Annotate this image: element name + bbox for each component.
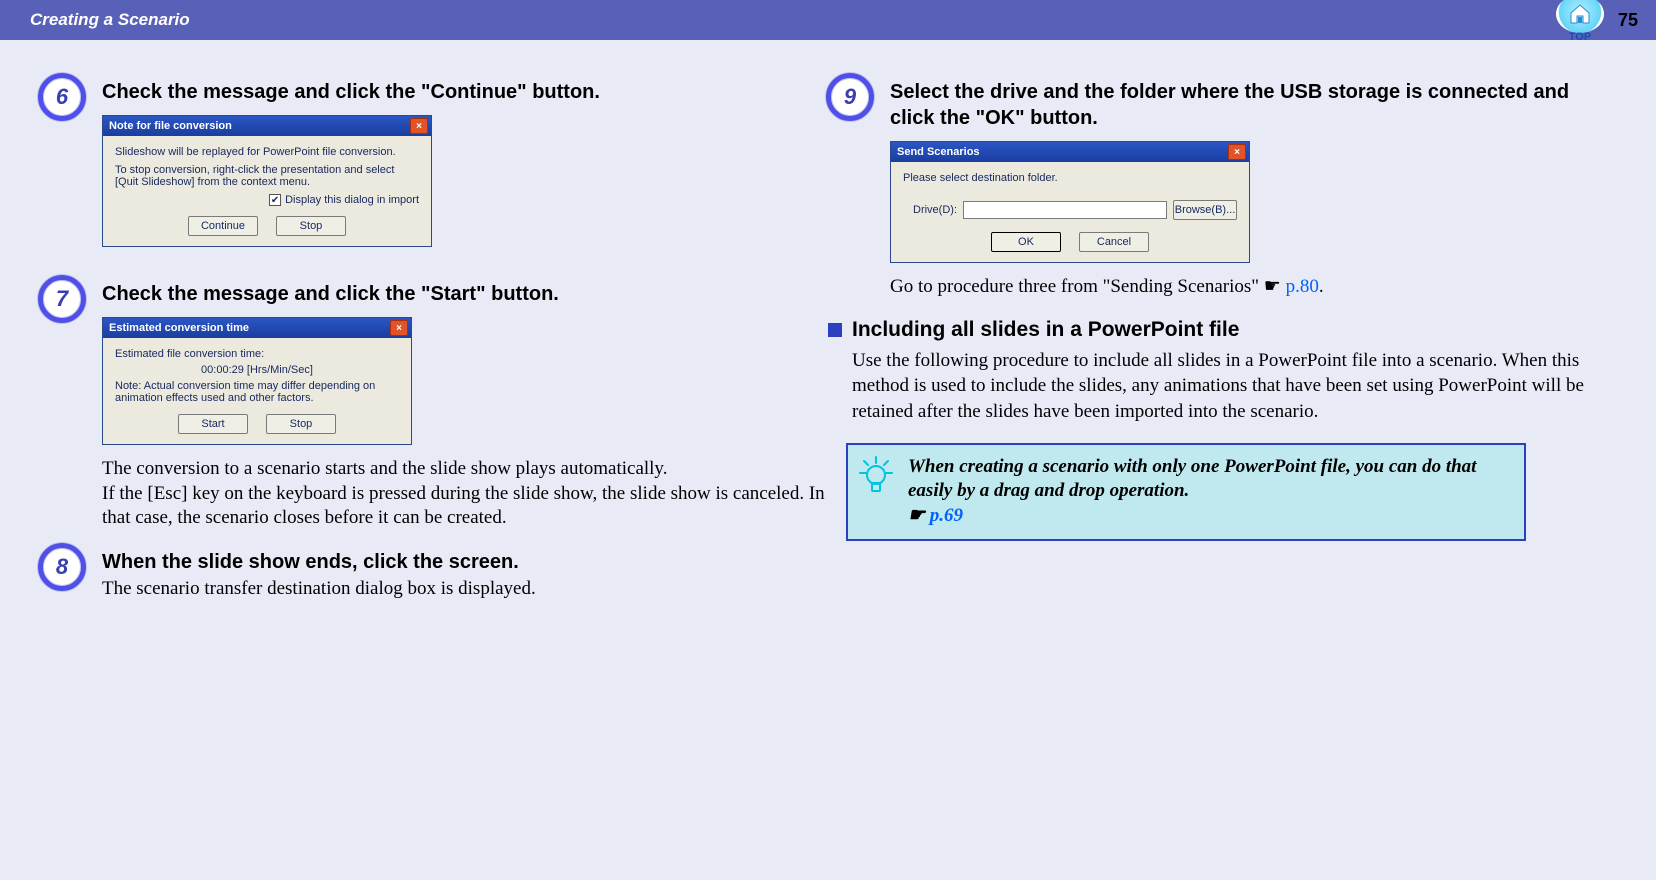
dialog-text: Note: Actual conversion time may differ … — [115, 380, 399, 392]
step-7: 7 Check the message and click the "Start… — [40, 277, 828, 531]
header-title: Creating a Scenario — [30, 10, 190, 30]
step-badge-8: 8 — [40, 545, 84, 589]
dialog-send-scenarios: Send Scenarios × Please select destinati… — [890, 141, 1250, 263]
page-header: Creating a Scenario — [0, 0, 1656, 40]
content: 6 Check the message and click the "Conti… — [0, 40, 1656, 880]
page-ref-link[interactable]: p.69 — [930, 505, 963, 526]
browse-button[interactable]: Browse(B)... — [1173, 200, 1237, 220]
dialog-title: Send Scenarios — [897, 146, 980, 158]
checkbox-label: Display this dialog in import — [285, 194, 419, 206]
close-icon[interactable]: × — [410, 118, 428, 134]
dialog-text: Estimated file conversion time: — [115, 348, 399, 360]
page-ref-link[interactable]: p.80 — [1286, 276, 1319, 297]
step-6: 6 Check the message and click the "Conti… — [40, 75, 828, 259]
dialog-text: 00:00:29 [Hrs/Min/Sec] — [115, 364, 399, 376]
step-9: 9 Select the drive and the folder where … — [828, 75, 1616, 300]
dialog-title: Estimated conversion time — [109, 322, 249, 334]
step-badge-7: 7 — [40, 277, 84, 321]
step-7-text-b: If the [Esc] key on the keyboard is pres… — [102, 482, 828, 531]
right-column: 9 Select the drive and the folder where … — [828, 75, 1616, 870]
step-9-title: Select the drive and the folder where th… — [890, 79, 1616, 131]
dialog-text: [Quit Slideshow] from the context menu. — [115, 176, 419, 188]
step-6-title: Check the message and click the "Continu… — [102, 79, 828, 105]
dialog-note-conversion: Note for file conversion × Slideshow wil… — [102, 115, 432, 247]
dialog-title: Note for file conversion — [109, 120, 232, 132]
step-8: 8 When the slide show ends, click the sc… — [40, 545, 828, 602]
step-8-text: The scenario transfer destination dialog… — [102, 577, 828, 602]
step-7-title: Check the message and click the "Start" … — [102, 281, 828, 307]
stop-button[interactable]: Stop — [276, 216, 346, 236]
ok-button[interactable]: OK — [991, 232, 1061, 252]
top-label: TOP — [1569, 31, 1591, 43]
stop-button[interactable]: Stop — [266, 414, 336, 434]
tip-box: When creating a scenario with only one P… — [846, 443, 1526, 541]
close-icon[interactable]: × — [1228, 144, 1246, 160]
section-body: Use the following procedure to include a… — [852, 348, 1616, 425]
dialog-text: Slideshow will be replayed for PowerPoin… — [115, 146, 419, 158]
step-7-text-a: The conversion to a scenario starts and … — [102, 457, 828, 482]
step-badge-9: 9 — [828, 75, 872, 119]
top-badge[interactable]: TOP — [1554, 0, 1606, 43]
dialog-text: To stop conversion, right-click the pres… — [115, 164, 419, 176]
section-heading: Including all slides in a PowerPoint fil… — [828, 318, 1616, 342]
pointer-icon: ☛ — [908, 505, 930, 526]
close-icon[interactable]: × — [390, 320, 408, 336]
left-column: 6 Check the message and click the "Conti… — [40, 75, 828, 870]
square-marker-icon — [828, 323, 842, 337]
step-8-title: When the slide show ends, click the scre… — [102, 549, 828, 575]
step-badge-6: 6 — [40, 75, 84, 119]
lightbulb-icon — [858, 455, 894, 502]
continue-button[interactable]: Continue — [188, 216, 258, 236]
step-9-below: Go to procedure three from "Sending Scen… — [890, 275, 1616, 300]
tip-text: When creating a scenario with only one P… — [908, 455, 1512, 529]
dialog-text: Please select destination folder. — [903, 172, 1237, 184]
drive-input[interactable] — [963, 201, 1167, 219]
pointer-icon: ☛ — [1264, 276, 1286, 297]
dialog-est-time: Estimated conversion time × Estimated fi… — [102, 317, 412, 445]
dialog-text: animation effects used and other factors… — [115, 392, 399, 404]
drive-label: Drive(D): — [913, 204, 957, 216]
start-button[interactable]: Start — [178, 414, 248, 434]
home-icon — [1556, 0, 1604, 33]
page-number: 75 — [1618, 10, 1638, 31]
section-title-text: Including all slides in a PowerPoint fil… — [852, 318, 1239, 342]
cancel-button[interactable]: Cancel — [1079, 232, 1149, 252]
checkbox[interactable]: ✔ — [269, 194, 281, 206]
